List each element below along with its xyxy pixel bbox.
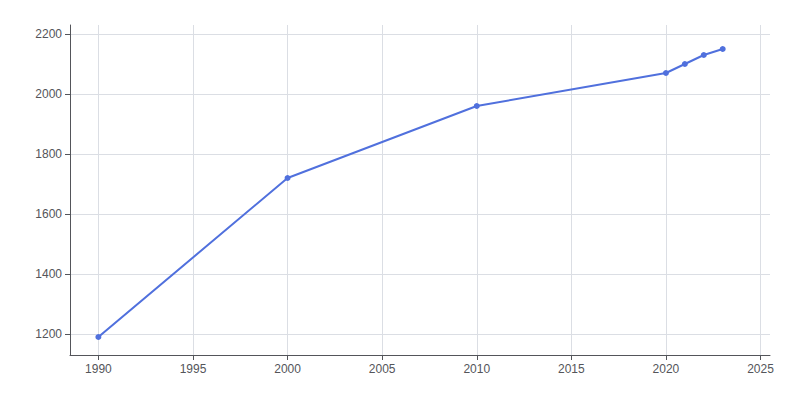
svg-text:1600: 1600 <box>35 207 62 221</box>
svg-text:2020: 2020 <box>653 362 680 376</box>
svg-text:1990: 1990 <box>85 362 112 376</box>
svg-text:2000: 2000 <box>274 362 301 376</box>
svg-text:1200: 1200 <box>35 327 62 341</box>
svg-text:2025: 2025 <box>747 362 774 376</box>
svg-text:1400: 1400 <box>35 267 62 281</box>
svg-text:1800: 1800 <box>35 147 62 161</box>
svg-text:2015: 2015 <box>558 362 585 376</box>
svg-text:2200: 2200 <box>35 27 62 41</box>
svg-text:2005: 2005 <box>369 362 396 376</box>
svg-text:2000: 2000 <box>35 87 62 101</box>
svg-text:2010: 2010 <box>463 362 490 376</box>
svg-text:1995: 1995 <box>180 362 207 376</box>
